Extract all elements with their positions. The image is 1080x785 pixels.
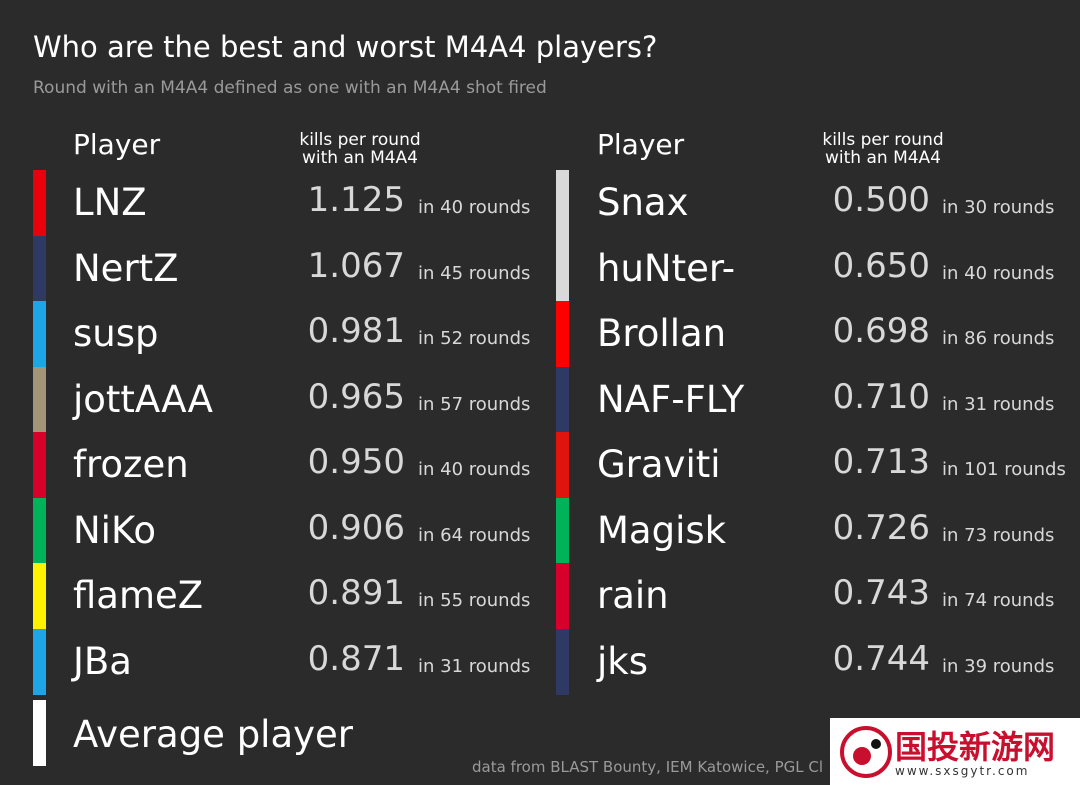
column-header: Player: [73, 128, 161, 161]
kills-per-round: 0.726: [832, 507, 930, 548]
rounds-count: in 74 rounds: [942, 590, 1055, 611]
kills-per-round: 0.713: [832, 442, 930, 482]
kills-per-round: 0.743: [832, 573, 930, 613]
player-name: jks: [597, 639, 648, 683]
kills-per-round: 0.965: [307, 376, 405, 417]
source: data from BLAST Bounty, IEM Katowice, PG…: [472, 758, 824, 776]
column-header-line: kills per round: [822, 130, 944, 150]
player-name: huNter-: [597, 246, 736, 290]
kills-per-round: 0.871: [307, 638, 405, 679]
kills-per-round: 0.891: [307, 573, 405, 613]
player-name: LNZ: [73, 181, 147, 224]
player-name: Magisk: [597, 508, 727, 552]
rounds-count: in 86 rounds: [942, 328, 1055, 349]
row-color-bar: [556, 366, 569, 433]
rounds-count: in 40 rounds: [942, 262, 1055, 284]
kills-per-round: 0.744: [832, 638, 930, 679]
rounds-count: in 40 rounds: [418, 459, 531, 480]
rounds-count: in 52 rounds: [418, 328, 531, 349]
player-name: susp: [73, 312, 159, 355]
row-color-bar: [556, 170, 569, 236]
rounds-count: in 31 rounds: [942, 393, 1055, 415]
column-header-line: with an M4A4: [825, 148, 941, 168]
kills-per-round: 0.698: [832, 311, 930, 351]
title: Who are the best and worst M4A4 players?: [33, 30, 658, 64]
row-color-bar: [33, 628, 46, 695]
row-color-bar: [33, 170, 46, 236]
rounds-count: in 30 rounds: [942, 197, 1055, 218]
row-color-bar: [33, 301, 46, 367]
player-name: Snax: [597, 181, 689, 224]
kills-per-round: 0.906: [307, 507, 405, 548]
player-name: NAF-FLY: [597, 377, 745, 421]
watermark-logo: [840, 726, 892, 778]
kills-per-round: 0.981: [307, 311, 405, 351]
player-name: NertZ: [73, 246, 179, 290]
watermark-url: www.sxsgytr.com: [895, 764, 1030, 778]
rounds-count: in 55 rounds: [418, 590, 531, 611]
rounds-count: in 101 rounds: [942, 459, 1066, 480]
column-header: kills per round with an M4A4: [260, 131, 460, 167]
row-color-bar: [33, 563, 46, 629]
row-color-bar: [33, 497, 46, 564]
average-label: Average player: [73, 713, 354, 756]
column-header: kills per round with an M4A4: [783, 131, 983, 167]
rounds-count: in 73 rounds: [942, 524, 1055, 546]
column-header-line: with an M4A4: [302, 148, 418, 168]
rounds-count: in 39 rounds: [942, 655, 1055, 677]
column-header: Player: [597, 128, 685, 161]
player-name: rain: [597, 574, 669, 617]
player-name: Brollan: [597, 312, 727, 355]
watermark-box: [830, 718, 1080, 785]
kills-per-round: 0.500: [832, 180, 930, 220]
player-name: Graviti: [597, 443, 721, 486]
player-name: NiKo: [73, 508, 157, 552]
row-color-bar: [556, 628, 569, 695]
kills-per-round: 0.710: [832, 376, 930, 417]
average-bar: [33, 700, 46, 766]
row-color-bar: [556, 563, 569, 629]
rounds-count: in 64 rounds: [418, 524, 531, 546]
column-header-line: kills per round: [299, 130, 421, 150]
player-name: flameZ: [73, 574, 204, 617]
kills-per-round: 1.067: [307, 245, 405, 286]
row-color-bar: [556, 301, 569, 367]
kills-per-round: 0.650: [832, 245, 930, 286]
rounds-count: in 45 rounds: [418, 262, 531, 284]
row-color-bar: [33, 366, 46, 433]
row-color-bar: [556, 235, 569, 302]
subtitle: Round with an M4A4 defined as one with a…: [33, 78, 547, 98]
row-color-bar: [33, 235, 46, 302]
rounds-count: in 40 rounds: [418, 197, 531, 218]
player-name: frozen: [73, 443, 189, 486]
player-name: jottAAA: [73, 377, 213, 421]
kills-per-round: 0.950: [307, 442, 405, 482]
rounds-count: in 57 rounds: [418, 393, 531, 415]
watermark-name: 国投新游网: [895, 728, 1056, 766]
kills-per-round: 1.125: [307, 180, 405, 220]
rounds-count: in 31 rounds: [418, 655, 531, 677]
row-color-bar: [556, 432, 569, 498]
row-color-bar: [556, 497, 569, 564]
row-color-bar: [33, 432, 46, 498]
player-name: JBa: [73, 639, 132, 683]
